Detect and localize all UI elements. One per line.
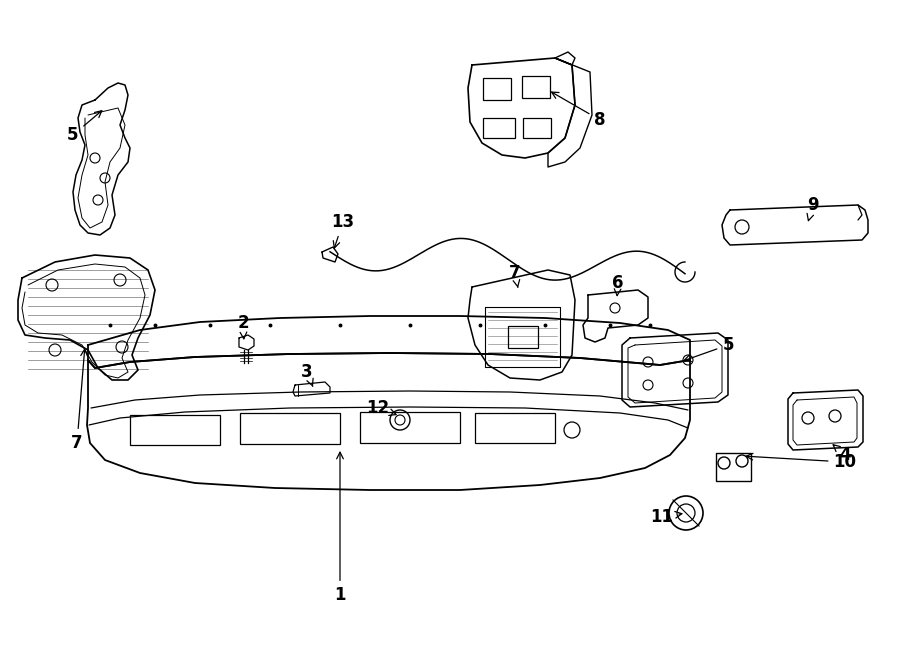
Text: 3: 3 <box>302 363 313 387</box>
Bar <box>483 78 511 100</box>
Text: 11: 11 <box>651 508 682 526</box>
Text: 10: 10 <box>746 453 857 471</box>
Text: 13: 13 <box>331 213 355 248</box>
Bar <box>522 76 550 98</box>
Bar <box>483 118 515 138</box>
Text: 4: 4 <box>833 445 850 464</box>
Text: 5: 5 <box>684 336 734 362</box>
Bar <box>475 413 555 443</box>
Bar <box>240 413 340 444</box>
Bar <box>523 118 551 138</box>
Bar <box>130 415 220 445</box>
Text: 6: 6 <box>612 274 624 295</box>
Text: 2: 2 <box>238 314 248 339</box>
Bar <box>508 326 538 348</box>
Text: 7: 7 <box>509 264 521 288</box>
Text: 12: 12 <box>366 399 396 417</box>
Text: 9: 9 <box>807 196 819 221</box>
Text: 8: 8 <box>552 92 606 129</box>
Bar <box>716 453 751 481</box>
Text: 1: 1 <box>334 452 346 604</box>
Bar <box>360 412 460 443</box>
Text: 7: 7 <box>71 349 87 452</box>
Text: 5: 5 <box>68 110 102 144</box>
